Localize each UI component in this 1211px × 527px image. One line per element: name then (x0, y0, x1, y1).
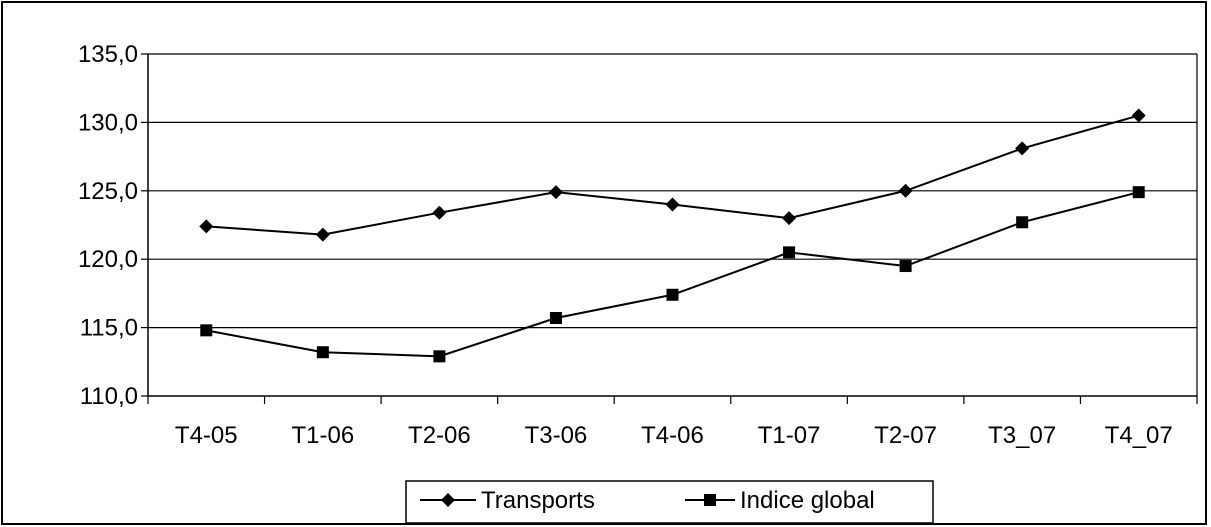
y-tick-labels: 110,0 115,0 120,0 125,0 130,0 135,0 (78, 41, 138, 410)
y-tick-label: 110,0 (80, 383, 138, 410)
data-point-diamond (548, 185, 563, 200)
data-point-square (316, 346, 329, 359)
y-tick-label: 125,0 (78, 178, 138, 205)
legend-square-marker (704, 494, 716, 506)
data-point-square (200, 324, 213, 337)
y-tick-label: 130,0 (78, 109, 138, 136)
axes (141, 53, 1198, 404)
x-tick-label: T3-06 (525, 422, 588, 449)
x-tick-label: T4-06 (641, 422, 704, 449)
data-point-diamond (898, 183, 913, 198)
data-point-diamond (1015, 141, 1030, 156)
legend-label: Transports (481, 487, 595, 514)
y-tick-label: 135,0 (78, 41, 138, 68)
y-tick-label: 115,0 (80, 315, 138, 342)
series-line (206, 114, 1139, 236)
data-point-square (783, 246, 796, 259)
legend-label: Indice global (740, 487, 875, 514)
series-layer (199, 108, 1146, 363)
legend-diamond-marker (441, 493, 455, 507)
data-point-diamond (432, 205, 447, 220)
x-tick-label: T3_07 (988, 422, 1056, 449)
data-point-square (666, 288, 679, 301)
x-tick-label: T1-07 (758, 422, 821, 449)
x-tick-label: T4_07 (1105, 422, 1173, 449)
data-point-diamond (1131, 108, 1146, 123)
legend: Transports Indice global (405, 480, 934, 524)
x-tick-label: T1-06 (291, 422, 354, 449)
x-tick-label: T2-06 (408, 422, 471, 449)
data-point-square (549, 312, 562, 325)
legend-box (405, 480, 934, 524)
x-tick-label: T4-05 (175, 422, 238, 449)
data-point-diamond (199, 219, 214, 234)
series-transports (199, 108, 1146, 242)
data-point-diamond (665, 197, 680, 212)
x-tick-labels: T4-05 T1-06 T2-06 T3-06 T4-06 T1-07 T2-07 T3_07… (175, 422, 1173, 449)
x-tick-label: T2-07 (874, 422, 937, 449)
data-point-square (1132, 186, 1145, 199)
series-indice-global (200, 186, 1145, 363)
gridlines (148, 53, 1197, 329)
data-point-square (433, 350, 446, 363)
y-tick-label: 120,0 (78, 246, 138, 273)
data-point-diamond (782, 211, 797, 226)
data-point-square (899, 260, 912, 273)
data-point-square (1016, 216, 1029, 229)
data-point-diamond (315, 227, 330, 242)
series-line (206, 191, 1139, 358)
